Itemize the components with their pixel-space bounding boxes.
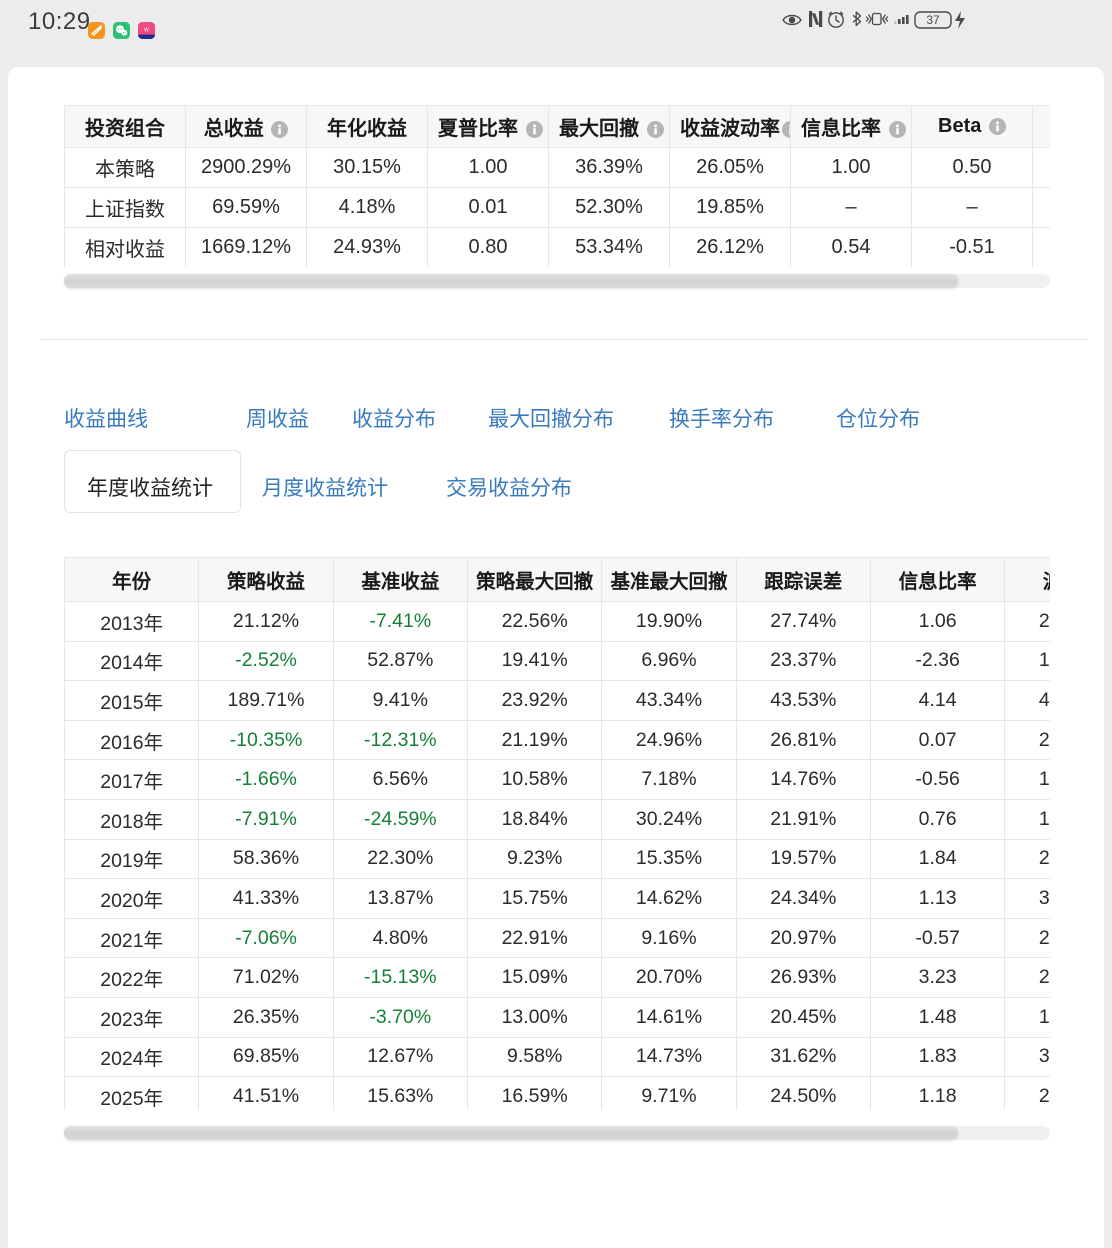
svg-text:W: W	[144, 27, 149, 33]
svg-text:37: 37	[926, 13, 940, 27]
